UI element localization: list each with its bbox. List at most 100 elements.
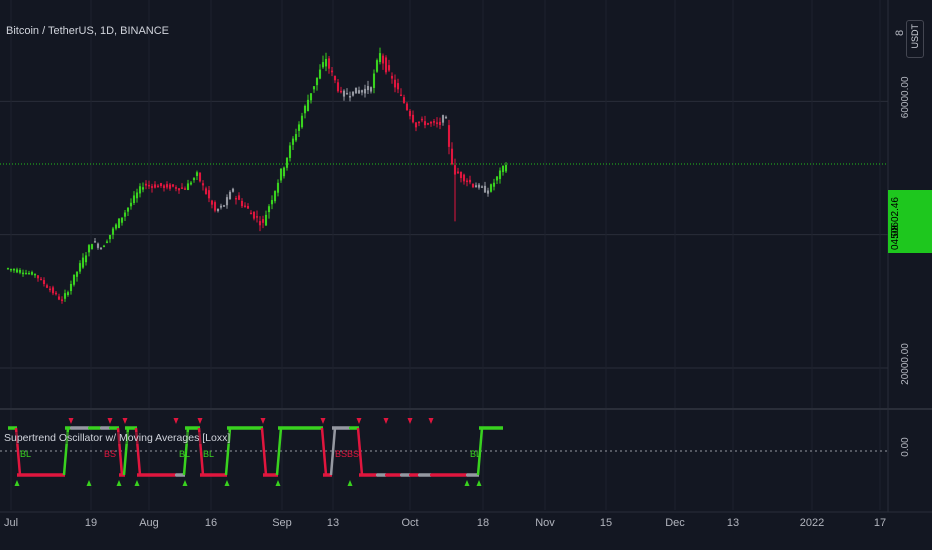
candle-body: [489, 184, 493, 192]
candle-body: [456, 171, 460, 174]
candle-body: [192, 178, 196, 181]
signal-up-marker: [476, 480, 482, 486]
time-tick-label: 2022: [800, 517, 824, 529]
oscillator-transition: [356, 427, 364, 476]
candle-body: [213, 202, 217, 211]
signal-up-marker: [86, 480, 92, 486]
signal-down-marker: [197, 418, 203, 424]
last-price-tag: 50602.46 04:08: [888, 190, 932, 253]
signal-down-marker: [320, 418, 326, 424]
oscillator-transition: [62, 427, 70, 476]
candle-body: [54, 292, 58, 295]
time-tick-label: 13: [327, 517, 339, 529]
candle-body: [183, 188, 187, 190]
oscillator-label: BSBS: [335, 449, 359, 459]
oscillator-transition: [476, 427, 484, 476]
candle-body: [462, 174, 466, 182]
candle-body: [6, 268, 10, 270]
candle-body: [108, 234, 112, 240]
candle-body: [477, 184, 481, 188]
candle-body: [24, 272, 28, 275]
signal-up-marker: [347, 480, 353, 486]
candle-body: [390, 75, 394, 79]
price-candles: [0, 47, 888, 304]
candle-body: [204, 188, 208, 194]
candle-body: [258, 221, 262, 226]
candle-body: [231, 188, 235, 192]
signal-down-marker: [173, 418, 179, 424]
candle-body: [84, 255, 88, 263]
candle-body: [471, 183, 475, 188]
candle-body: [249, 212, 253, 215]
candle-body: [252, 211, 256, 219]
candle-body: [156, 185, 160, 188]
candle-body: [51, 287, 55, 294]
signal-up-marker: [14, 480, 20, 486]
candle-body: [285, 157, 289, 168]
time-tick-label: Nov: [535, 517, 555, 529]
oscillator-tick-label: 0.00: [900, 437, 911, 457]
candle-body: [396, 83, 400, 90]
candle-body: [141, 187, 145, 190]
candle-body: [129, 202, 133, 207]
oscillator-transition: [122, 427, 130, 476]
candle-body: [171, 184, 175, 187]
oscillator-transition: [224, 427, 232, 476]
time-tick-label: Aug: [139, 517, 159, 529]
candle-body: [459, 172, 463, 179]
candle-body: [288, 145, 292, 158]
candle-body: [165, 184, 169, 188]
currency-label[interactable]: USDT: [906, 20, 924, 58]
oscillator-title[interactable]: Supertrend Oscillator w/ Moving Averages…: [4, 432, 231, 444]
candle-body: [90, 244, 94, 250]
candle-body: [63, 293, 67, 299]
candle-body: [48, 288, 52, 291]
candle-body: [336, 82, 340, 92]
candle-body: [96, 243, 100, 248]
oscillator-transition: [116, 427, 124, 476]
candle-body: [318, 69, 322, 79]
candle-body: [501, 165, 505, 173]
candle-body: [66, 292, 70, 296]
candle-body: [324, 58, 328, 67]
candle-body: [219, 205, 223, 208]
candle-body: [309, 93, 313, 101]
candle-body: [267, 206, 271, 213]
candle-body: [180, 187, 184, 189]
candle-body: [321, 62, 325, 68]
candle-body: [345, 93, 349, 95]
candle-body: [372, 73, 376, 88]
candle-body: [279, 168, 283, 181]
candle-body: [33, 273, 37, 276]
candle-body: [375, 60, 379, 72]
candle-body: [366, 86, 370, 91]
candle-body: [291, 138, 295, 145]
grid: [0, 0, 888, 510]
candle-body: [27, 272, 31, 275]
signal-down-marker: [260, 418, 266, 424]
price-tick-label: 20000.00: [900, 343, 911, 385]
candle-body: [465, 180, 469, 183]
symbol-title[interactable]: Bitcoin / TetherUS, 1D, BINANCE: [6, 25, 170, 37]
candle-body: [423, 121, 427, 126]
candle-body: [39, 278, 43, 281]
candle-body: [438, 121, 442, 126]
candle-body: [327, 58, 331, 69]
candle-body: [378, 53, 382, 63]
candle-body: [198, 172, 202, 182]
oscillator-label: BL: [20, 449, 31, 459]
candle-body: [426, 123, 430, 125]
candle-body: [261, 219, 265, 223]
time-tick-label: 13: [727, 517, 739, 529]
candle-body: [186, 183, 190, 190]
candle-body: [273, 191, 277, 202]
candle-body: [153, 184, 157, 188]
candle-body: [348, 96, 352, 98]
candle-body: [264, 214, 268, 226]
candle-body: [120, 217, 124, 223]
candle-body: [429, 121, 433, 124]
candle-body: [441, 115, 445, 123]
candle-body: [450, 148, 454, 165]
